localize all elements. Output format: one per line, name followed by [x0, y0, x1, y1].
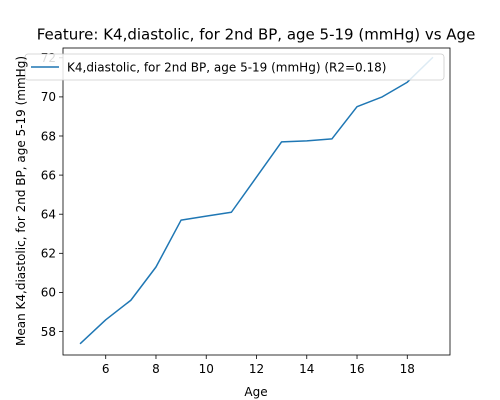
- x-axis-ticks: 6 8 10 12 14 16 18: [102, 355, 415, 376]
- x-tick-label: 14: [299, 362, 314, 376]
- series-line: [79, 56, 434, 345]
- x-axis-title: Age: [244, 385, 267, 399]
- x-tick-label: 6: [102, 362, 110, 376]
- y-tick-label: 60: [41, 286, 56, 300]
- x-tick-label: 16: [349, 362, 364, 376]
- plot-background: [63, 48, 450, 355]
- x-tick-label: 18: [400, 362, 415, 376]
- y-tick-label: 62: [41, 247, 56, 261]
- y-axis-title: Mean K4,diastolic, for 2nd BP, age 5-19 …: [14, 56, 28, 346]
- chart-title: Feature: K4,diastolic, for 2nd BP, age 5…: [37, 26, 476, 44]
- y-tick-label: 68: [41, 129, 56, 143]
- plot-frame: [62, 47, 451, 356]
- y-axis-ticks: 5860626466687072: [41, 51, 63, 339]
- y-tick-label: 64: [41, 208, 56, 222]
- y-tick-label: 66: [41, 168, 56, 182]
- x-tick-label: 10: [199, 362, 214, 376]
- legend-box: [24, 53, 445, 81]
- y-tick-label: 70: [41, 90, 56, 104]
- x-tick-label: 12: [249, 362, 264, 376]
- y-tick-label: 58: [41, 325, 56, 339]
- series-layer: [79, 56, 434, 345]
- legend-label: K4,diastolic, for 2nd BP, age 5-19 (mmHg…: [67, 61, 386, 75]
- legend: K4,diastolic, for 2nd BP, age 5-19 (mmHg…: [24, 53, 445, 81]
- x-tick-label: 8: [152, 362, 160, 376]
